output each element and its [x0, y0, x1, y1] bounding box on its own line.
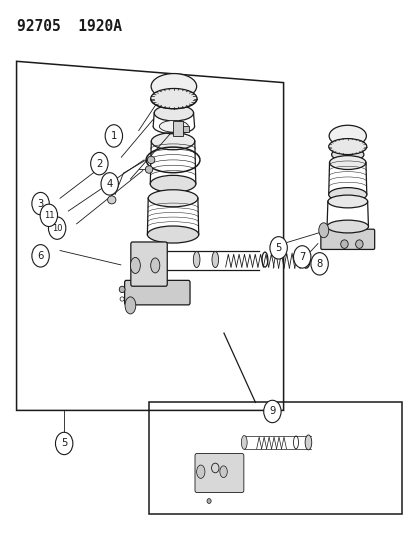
Circle shape	[32, 192, 49, 215]
Circle shape	[90, 152, 108, 175]
Ellipse shape	[193, 252, 199, 268]
Ellipse shape	[318, 223, 328, 238]
Text: 5: 5	[61, 439, 67, 448]
Text: 2: 2	[96, 159, 102, 168]
Ellipse shape	[151, 133, 194, 150]
Ellipse shape	[150, 88, 197, 109]
Text: 5: 5	[275, 243, 281, 253]
Ellipse shape	[125, 297, 135, 314]
Ellipse shape	[340, 240, 347, 248]
Ellipse shape	[145, 166, 152, 173]
Ellipse shape	[328, 125, 366, 147]
FancyBboxPatch shape	[124, 280, 190, 305]
Ellipse shape	[328, 139, 366, 155]
FancyBboxPatch shape	[173, 121, 183, 136]
Circle shape	[55, 432, 73, 455]
Ellipse shape	[119, 286, 125, 293]
Ellipse shape	[159, 120, 188, 132]
Ellipse shape	[329, 156, 365, 169]
Ellipse shape	[331, 148, 363, 161]
Text: 8: 8	[316, 259, 322, 269]
Text: 10: 10	[52, 224, 62, 232]
Ellipse shape	[219, 466, 227, 478]
Ellipse shape	[130, 257, 140, 273]
Ellipse shape	[196, 465, 204, 479]
Circle shape	[293, 246, 310, 268]
Text: 11: 11	[43, 211, 54, 220]
Ellipse shape	[328, 188, 366, 201]
Ellipse shape	[355, 240, 362, 248]
FancyBboxPatch shape	[131, 242, 167, 286]
Circle shape	[101, 173, 118, 195]
Ellipse shape	[147, 156, 154, 164]
Ellipse shape	[326, 220, 368, 233]
Ellipse shape	[154, 105, 193, 121]
Ellipse shape	[147, 226, 198, 243]
Text: 6: 6	[37, 251, 44, 261]
Text: 7: 7	[298, 252, 305, 262]
Circle shape	[105, 125, 122, 147]
Circle shape	[310, 253, 328, 275]
Ellipse shape	[211, 252, 218, 268]
Text: 92705  1920A: 92705 1920A	[17, 19, 121, 34]
FancyBboxPatch shape	[320, 229, 374, 249]
Bar	[183, 126, 189, 132]
Circle shape	[48, 217, 66, 239]
Ellipse shape	[241, 435, 247, 449]
Bar	[149, 402, 401, 514]
FancyBboxPatch shape	[195, 454, 243, 492]
Ellipse shape	[148, 190, 197, 207]
Ellipse shape	[304, 435, 311, 450]
Ellipse shape	[107, 196, 116, 204]
Ellipse shape	[151, 74, 196, 99]
Circle shape	[40, 204, 57, 227]
Ellipse shape	[150, 175, 195, 192]
Text: 4: 4	[106, 179, 113, 189]
Ellipse shape	[327, 195, 367, 208]
Text: 9: 9	[268, 407, 275, 416]
Ellipse shape	[150, 258, 159, 273]
Circle shape	[32, 245, 49, 267]
Ellipse shape	[206, 499, 211, 503]
Circle shape	[263, 400, 280, 423]
Text: 3: 3	[37, 199, 44, 208]
Ellipse shape	[302, 251, 309, 268]
Circle shape	[269, 237, 287, 259]
Text: 1: 1	[110, 131, 117, 141]
